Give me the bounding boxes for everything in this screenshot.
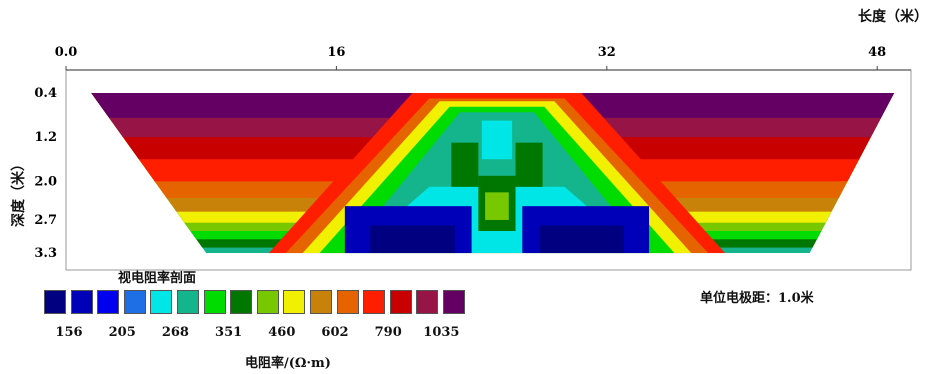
legend-swatch bbox=[150, 290, 173, 314]
legend-value: 1035 bbox=[423, 325, 460, 340]
y-tick-label: 3.3 bbox=[34, 246, 57, 261]
legend-swatch bbox=[336, 290, 359, 314]
legend-swatch bbox=[256, 290, 279, 314]
inner-patch-3 bbox=[485, 192, 509, 220]
inner-patch-4 bbox=[481, 120, 513, 160]
legend-value: 460 bbox=[268, 325, 296, 340]
legend-swatch bbox=[389, 290, 412, 314]
deep-low-3 bbox=[539, 225, 624, 254]
legend-value: 351 bbox=[215, 325, 243, 340]
legend-swatch bbox=[310, 290, 332, 314]
legend-swatch bbox=[97, 290, 120, 314]
deep-low-2 bbox=[370, 225, 455, 254]
legend-value: 156 bbox=[55, 325, 83, 340]
x-tick-label: 48 bbox=[868, 45, 886, 60]
y-axis-title: 深度（米） bbox=[11, 157, 27, 227]
inner-patch-1 bbox=[515, 142, 543, 187]
x-tick-label: 16 bbox=[327, 45, 345, 60]
legend-swatch bbox=[44, 290, 66, 314]
electrode-spacing-note: 单位电极距：1.0米 bbox=[700, 291, 814, 306]
legend-swatch bbox=[443, 290, 465, 314]
x-tick-label: 0.0 bbox=[55, 45, 78, 60]
y-tick-label: 1.2 bbox=[34, 130, 57, 145]
x-tick-label: 32 bbox=[598, 45, 616, 60]
section-body bbox=[91, 93, 895, 254]
legend-swatch bbox=[177, 290, 199, 314]
legend-swatch bbox=[70, 290, 93, 314]
y-tick-label: 0.4 bbox=[34, 86, 57, 101]
legend-swatch bbox=[203, 290, 226, 314]
inner-patch-0 bbox=[451, 142, 479, 187]
legend-swatch bbox=[230, 290, 253, 314]
legend-swatch bbox=[363, 290, 386, 314]
legend-swatch bbox=[283, 290, 306, 314]
legend-value: 205 bbox=[108, 325, 136, 340]
legend-value: 268 bbox=[161, 325, 189, 340]
legend-title: 视电阻率剖面 bbox=[118, 271, 197, 286]
legend-value: 602 bbox=[321, 325, 349, 340]
x-axis-title: 长度（米） bbox=[858, 9, 928, 25]
legend-swatch bbox=[416, 290, 439, 314]
legend-swatch bbox=[123, 290, 146, 314]
legend-unit: 电阻率/(Ω·m) bbox=[245, 356, 331, 371]
y-tick-label: 2.0 bbox=[34, 174, 57, 189]
legend-value: 790 bbox=[374, 325, 402, 340]
y-tick-label: 2.7 bbox=[34, 213, 57, 228]
